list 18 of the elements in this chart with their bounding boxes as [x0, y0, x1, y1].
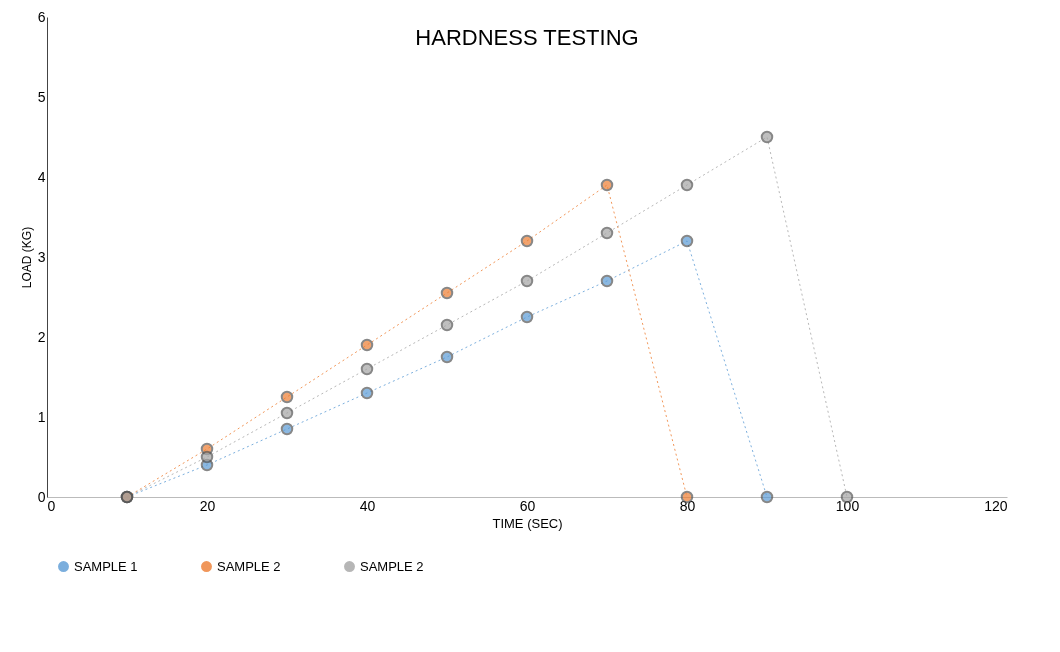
x-tick-label: 60 — [519, 497, 536, 514]
x-axis-title: TIME (SEC) — [492, 515, 563, 531]
y-tick-label: 2 — [37, 328, 46, 345]
legend-label: SAMPLE 2 — [360, 558, 424, 574]
y-axis-title: LOAD (KG) — [19, 226, 34, 289]
x-tick-label: 20 — [199, 497, 216, 514]
legend-label: SAMPLE 2 — [217, 558, 281, 574]
y-tick-label: 6 — [37, 8, 46, 25]
x-tick-label: 80 — [679, 497, 696, 514]
y-tick-label: 5 — [37, 88, 46, 105]
y-tick-label: 3 — [37, 248, 46, 265]
y-tick-label: 4 — [37, 168, 46, 185]
x-tick-label: 120 — [984, 497, 1008, 514]
legend-label: SAMPLE 1 — [74, 558, 138, 574]
x-tick-label: 100 — [835, 497, 860, 514]
y-tick-label: 1 — [37, 408, 46, 425]
x-tick-label: 40 — [359, 497, 376, 514]
chart-title: HARDNESS TESTING — [415, 25, 639, 50]
